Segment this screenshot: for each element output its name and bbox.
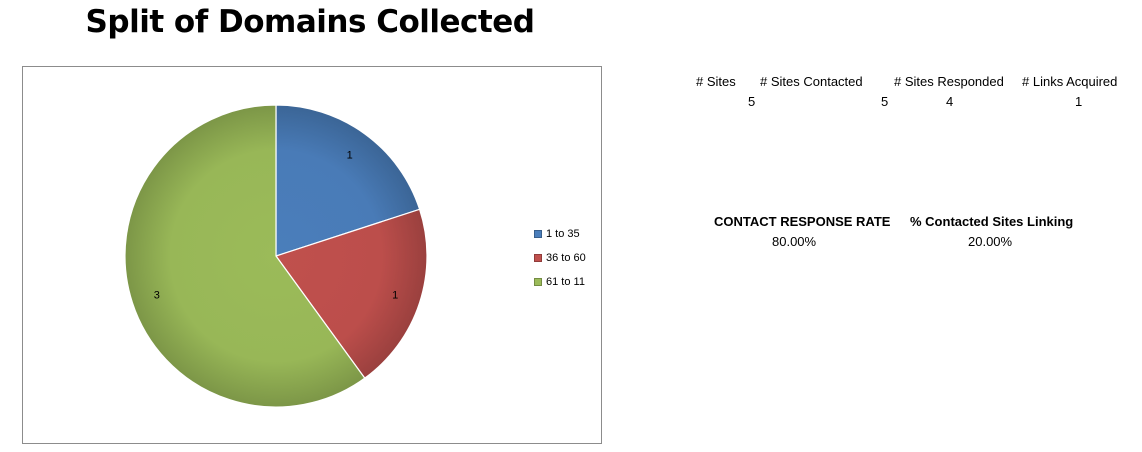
pie-slice [124,104,366,408]
legend-swatch [534,278,542,286]
pie-slice [275,104,421,257]
chart-legend: 1 to 35 36 to 60 61 to 11 [534,222,586,294]
data-label: 1 [392,290,398,302]
stat-value-sites: 5 [748,94,756,109]
contacted-linking-value: 20.00% [968,234,1013,249]
stat-header-responded: # Sites Responded [894,74,1004,89]
legend-swatch [534,230,542,238]
legend-swatch [534,254,542,262]
legend-item: 61 to 11 [534,270,586,294]
legend-item: 36 to 60 [534,246,586,270]
stat-header-sites: # Sites [696,74,736,89]
data-label: 3 [154,290,160,302]
data-label: 1 [347,150,353,162]
stat-header-contacted: # Sites Contacted [760,74,863,89]
stat-value-contacted: 5 [881,94,889,109]
contact-response-rate-value: 80.00% [772,234,817,249]
stat-header-links: # Links Acquired [1022,74,1118,89]
legend-label: 36 to 60 [546,252,586,264]
legend-item: 1 to 35 [534,222,586,246]
legend-label: 1 to 35 [546,228,580,240]
stat-value-links: 1 [1075,94,1083,109]
chart-area: 1 1 3 1 to 35 36 to 60 61 to 11 [22,66,602,444]
pie-chart: 1 1 3 [124,104,428,408]
stat-value-responded: 4 [946,94,954,109]
contact-response-rate-label: CONTACT RESPONSE RATE [714,214,891,229]
contacted-linking-label: % Contacted Sites Linking [910,214,1074,229]
chart-title: Split of Domains Collected [85,4,535,40]
legend-label: 61 to 11 [546,276,585,288]
pie-slice [275,208,428,380]
